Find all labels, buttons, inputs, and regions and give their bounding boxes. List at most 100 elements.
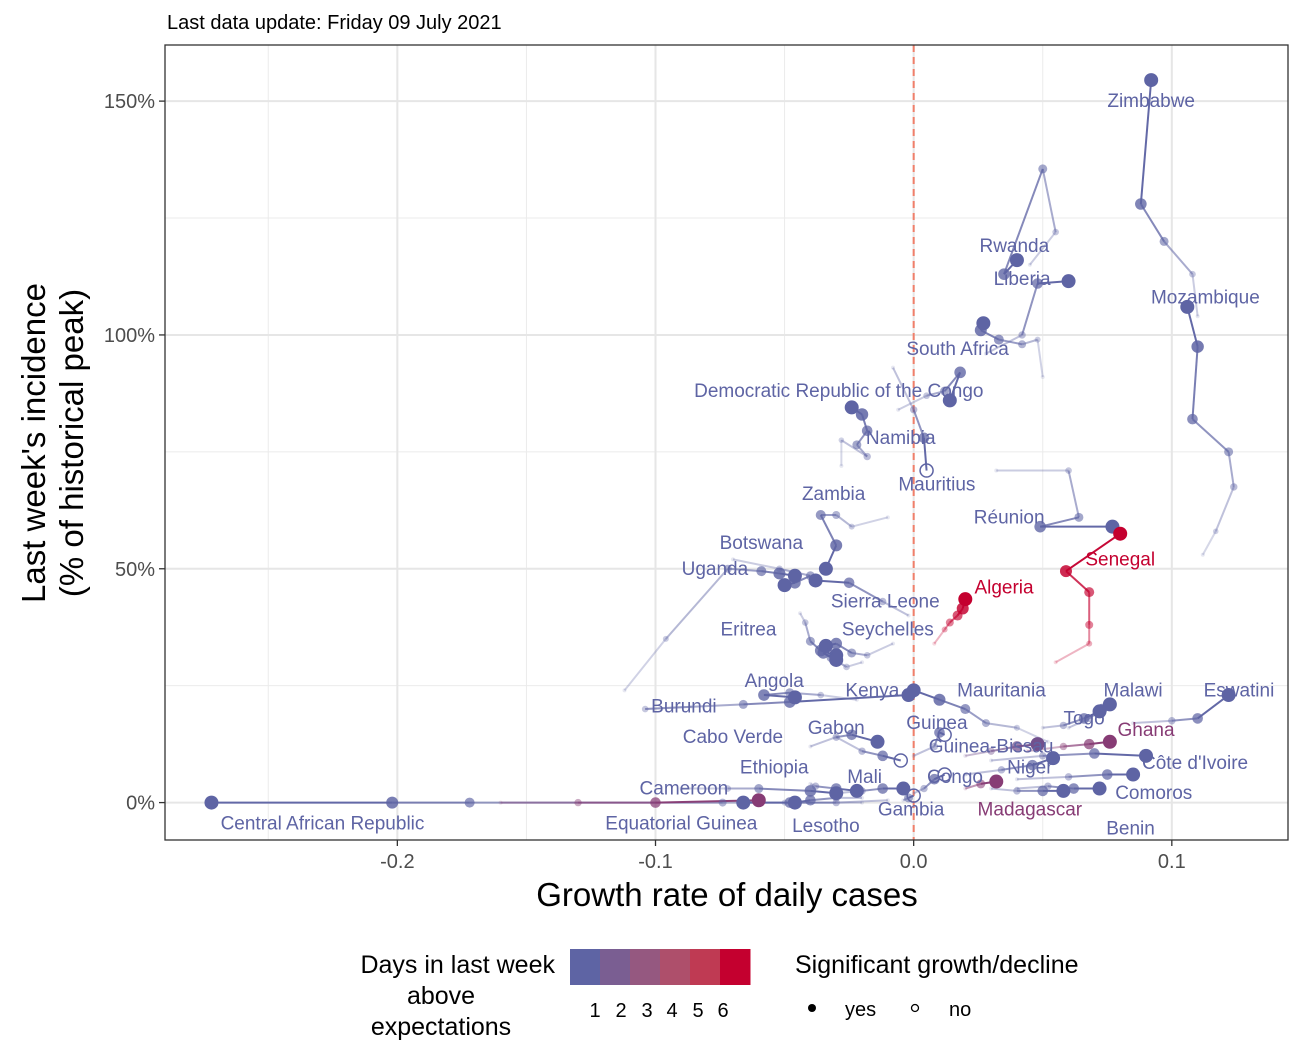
data-point bbox=[858, 787, 866, 795]
data-point bbox=[838, 437, 845, 443]
country-label: Angola bbox=[745, 671, 805, 692]
trajectory-segment bbox=[1029, 231, 1057, 266]
data-point bbox=[1187, 413, 1198, 425]
trajectory-segment bbox=[913, 745, 935, 757]
country-label: Namibia bbox=[866, 428, 936, 449]
trajectory-segment bbox=[1039, 516, 1080, 528]
country-label: Rwanda bbox=[979, 236, 1049, 257]
colorbar-segment bbox=[660, 949, 691, 985]
trajectory-segment bbox=[892, 367, 915, 411]
country-trajectories bbox=[211, 79, 1235, 804]
trajectory-segment bbox=[1201, 530, 1217, 556]
data-point bbox=[1025, 749, 1030, 754]
legend-no-label: no bbox=[949, 999, 971, 1021]
country-label: Côte d'Ivoire bbox=[1142, 753, 1248, 774]
trajectory-segment bbox=[1191, 274, 1199, 317]
data-point bbox=[754, 784, 764, 794]
trajectory-segment bbox=[727, 567, 762, 573]
data-point bbox=[1059, 721, 1068, 730]
data-point bbox=[1230, 483, 1238, 491]
trajectory-segment bbox=[1139, 203, 1165, 242]
data-point bbox=[846, 729, 858, 741]
country-label: Réunion bbox=[974, 507, 1045, 528]
data-point bbox=[1059, 742, 1068, 751]
data-point bbox=[863, 452, 871, 461]
country-label: Ghana bbox=[1117, 720, 1174, 741]
data-point bbox=[1045, 739, 1050, 744]
data-point bbox=[858, 747, 866, 755]
colorbar-label: 5 bbox=[692, 1000, 703, 1022]
data-point bbox=[909, 406, 918, 414]
data-point bbox=[933, 693, 946, 706]
data-point bbox=[662, 635, 669, 642]
country-label: Mali bbox=[847, 767, 882, 788]
trajectory-segment bbox=[1191, 346, 1199, 420]
country-label: Malawi bbox=[1104, 680, 1163, 701]
data-point bbox=[1038, 164, 1048, 174]
data-point bbox=[885, 515, 890, 520]
color-legend-title-line1: Days in last week bbox=[360, 951, 555, 979]
data-point bbox=[1027, 262, 1032, 267]
data-point bbox=[878, 597, 887, 606]
data-point bbox=[906, 788, 921, 803]
trajectory-segment bbox=[1163, 240, 1194, 275]
country-label: Niger bbox=[1007, 758, 1053, 779]
data-point bbox=[923, 392, 930, 400]
country-label: Cameroon bbox=[640, 779, 729, 800]
data-point bbox=[1040, 375, 1045, 380]
country-label: Central African Republic bbox=[221, 814, 425, 835]
data-point bbox=[918, 432, 930, 444]
trajectory-segment bbox=[1003, 168, 1044, 275]
shape-legend: Significant growth/decline yes no bbox=[795, 951, 1079, 1021]
data-point bbox=[1037, 785, 1049, 797]
data-point bbox=[1159, 236, 1169, 246]
data-point bbox=[1113, 526, 1128, 541]
data-point bbox=[989, 774, 1004, 789]
trajectory-segment bbox=[835, 736, 863, 753]
data-point bbox=[1046, 751, 1061, 766]
data-point bbox=[861, 425, 873, 437]
data-point bbox=[832, 798, 840, 807]
data-point bbox=[1078, 713, 1090, 724]
data-point bbox=[934, 727, 945, 738]
data-point bbox=[1014, 786, 1019, 791]
data-point bbox=[870, 734, 885, 749]
data-point bbox=[929, 773, 940, 785]
colorbar-segment bbox=[690, 949, 721, 985]
trajectory-segment bbox=[1055, 642, 1090, 664]
country-label: Algeria bbox=[974, 577, 1034, 598]
data-point bbox=[730, 557, 735, 562]
data-point bbox=[877, 783, 888, 794]
data-point bbox=[204, 795, 219, 810]
trajectory-segment bbox=[965, 768, 1002, 776]
data-point bbox=[958, 592, 973, 607]
country-label: Guinea-Bissau bbox=[929, 736, 1054, 757]
trajectory-segment bbox=[1042, 724, 1064, 729]
data-point bbox=[893, 753, 909, 768]
data-point bbox=[987, 747, 995, 755]
data-point bbox=[805, 794, 816, 806]
trajectory-segment bbox=[1227, 451, 1235, 488]
trajectory-segment bbox=[985, 722, 1018, 729]
data-point bbox=[855, 408, 869, 421]
trajectory-segment bbox=[933, 628, 946, 645]
data-point bbox=[1074, 512, 1084, 522]
data-point bbox=[945, 618, 954, 627]
data-point bbox=[1068, 783, 1080, 794]
trajectory-segment bbox=[866, 642, 894, 657]
data-point bbox=[1085, 620, 1094, 629]
country-label: Gabon bbox=[808, 718, 865, 739]
grid-minor bbox=[165, 45, 1288, 840]
trajectory-segment bbox=[882, 600, 909, 617]
data-point bbox=[963, 753, 968, 758]
country-label: Sierra Leone bbox=[831, 592, 940, 613]
x-tick-label: -0.2 bbox=[380, 851, 414, 873]
trajectory-segment bbox=[848, 581, 884, 603]
trajectory-segment bbox=[836, 799, 888, 804]
country-label: Lesotho bbox=[792, 816, 860, 837]
trajectory-segment bbox=[991, 787, 1018, 792]
color-legend-title-line3: expectations bbox=[371, 1013, 511, 1041]
colorbar bbox=[570, 949, 751, 985]
data-point bbox=[960, 704, 971, 715]
